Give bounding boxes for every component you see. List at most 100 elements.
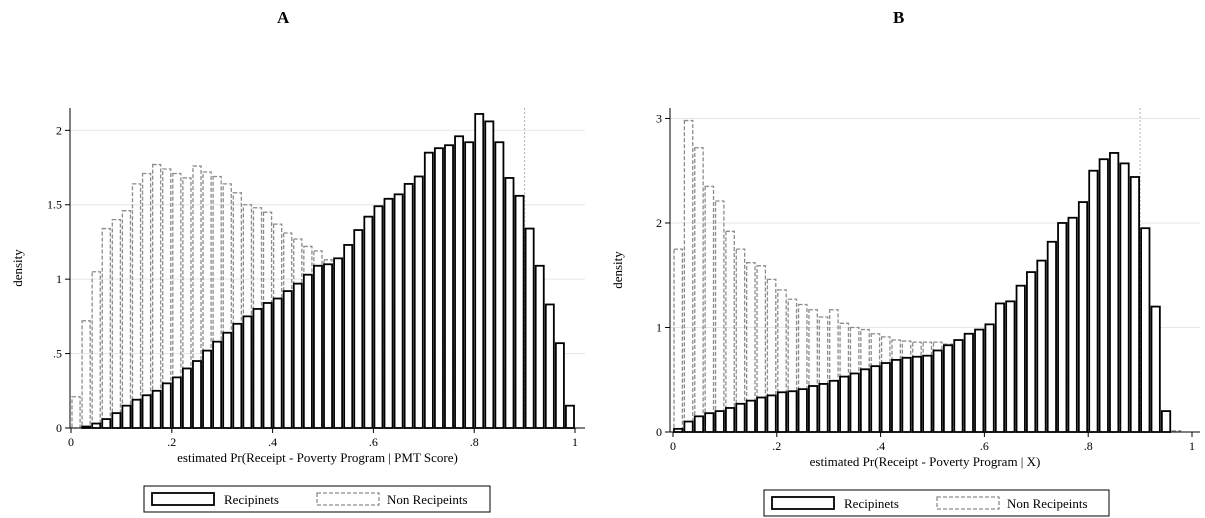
histogram-bar bbox=[1129, 176, 1140, 433]
histogram-bar bbox=[353, 229, 364, 429]
histogram-bar bbox=[725, 230, 735, 433]
x-tick-label: .6 bbox=[369, 435, 378, 449]
histogram-bar bbox=[891, 358, 902, 433]
histogram-bar bbox=[953, 339, 964, 433]
y-tick-label: 0 bbox=[656, 425, 662, 439]
y-tick-label: .5 bbox=[53, 347, 62, 361]
histogram-bar bbox=[1119, 162, 1130, 433]
histogram-bar bbox=[544, 303, 555, 429]
histogram-bar bbox=[714, 200, 725, 433]
histogram-bar bbox=[504, 177, 515, 429]
histogram-bar bbox=[1036, 259, 1047, 433]
histogram-bar bbox=[1140, 227, 1151, 433]
histogram-bar bbox=[433, 147, 444, 429]
histogram-bar bbox=[704, 412, 715, 433]
histogram-bar bbox=[272, 297, 283, 429]
histogram-bar bbox=[839, 375, 850, 433]
histogram-bar bbox=[694, 147, 704, 433]
histogram-bar bbox=[141, 394, 152, 429]
histogram-bar bbox=[859, 368, 871, 433]
histogram-bar bbox=[1046, 240, 1057, 433]
histogram-bar bbox=[756, 265, 767, 433]
y-tick-label: 1 bbox=[656, 320, 662, 334]
y-tick-label: 2 bbox=[56, 123, 62, 137]
y-tick-label: 3 bbox=[656, 111, 662, 125]
histogram-bar bbox=[1015, 284, 1026, 433]
histogram-bar bbox=[524, 227, 535, 429]
histogram-bar bbox=[91, 271, 101, 429]
y-axis-title: density bbox=[610, 251, 625, 289]
legend: Recipinets Non Recipeints bbox=[143, 485, 491, 513]
histogram-bar bbox=[714, 410, 725, 433]
histogram-bar bbox=[725, 407, 736, 433]
legend-label-non-recipients: Non Recipeints bbox=[387, 492, 468, 507]
x-tick-label: .4 bbox=[876, 439, 885, 453]
histogram-bar bbox=[984, 323, 995, 433]
histogram-bar bbox=[901, 356, 912, 433]
histogram-bar bbox=[192, 360, 202, 429]
x-tick-label: .2 bbox=[772, 439, 781, 453]
histogram-bar bbox=[766, 394, 777, 433]
y-tick-label: 1.5 bbox=[47, 198, 62, 212]
histogram-bar bbox=[423, 151, 434, 429]
histogram-bar bbox=[932, 349, 943, 433]
histogram-bar bbox=[818, 383, 829, 433]
histogram-bar bbox=[849, 372, 860, 433]
legend: Recipinets Non Recipeints bbox=[763, 489, 1110, 517]
legend-swatch-recipients bbox=[151, 492, 215, 506]
histogram-bar bbox=[787, 390, 798, 433]
histogram-bar bbox=[693, 415, 705, 433]
histogram-bar bbox=[151, 389, 162, 429]
histogram-bar bbox=[252, 308, 263, 429]
histogram-bar bbox=[71, 396, 81, 429]
x-tick-label: 1 bbox=[572, 435, 578, 449]
y-axis-title: density bbox=[10, 249, 25, 287]
histogram-bar bbox=[1098, 158, 1109, 433]
histogram-bar bbox=[81, 320, 91, 429]
histogram-bar bbox=[232, 322, 243, 429]
histogram-bar bbox=[963, 332, 974, 433]
histogram-bar bbox=[942, 344, 954, 433]
histogram-bar bbox=[735, 402, 746, 433]
histogram-bar bbox=[474, 113, 485, 429]
histogram-bar bbox=[974, 328, 985, 433]
histogram-bar bbox=[484, 120, 495, 429]
histogram-bar bbox=[880, 362, 891, 433]
legend-swatch-non-recipients bbox=[936, 496, 1000, 510]
histogram-chart-a: 0 .5 1 1.5 2 0 .2 .4 .6 .8 1 estimated Pr(Receipt -… bbox=[10, 108, 585, 513]
histogram-bar bbox=[202, 349, 213, 429]
legend-swatch-recipients bbox=[771, 496, 835, 510]
histogram-bar bbox=[393, 193, 404, 429]
histogram-bar bbox=[1026, 271, 1037, 433]
histogram-bar bbox=[745, 399, 756, 433]
histogram-bar bbox=[212, 340, 223, 429]
legend-swatch-non-recipients bbox=[316, 492, 380, 506]
histogram-bar bbox=[192, 165, 202, 429]
series-recipients bbox=[81, 113, 575, 429]
histogram-bar bbox=[413, 175, 424, 429]
x-tick-label: .4 bbox=[268, 435, 277, 449]
histogram-bar bbox=[808, 385, 819, 433]
x-tick-label: 0 bbox=[68, 435, 74, 449]
histogram-bar bbox=[683, 420, 694, 433]
x-axis-title: estimated Pr(Receipt - Poverty Program |… bbox=[810, 454, 1041, 469]
histogram-bar bbox=[1160, 410, 1172, 433]
histogram-bar bbox=[756, 396, 767, 433]
histogram-bar bbox=[994, 302, 1006, 433]
histogram-bar bbox=[121, 210, 132, 429]
histogram-bar bbox=[101, 227, 111, 429]
histogram-bar bbox=[131, 183, 142, 429]
histogram-bar bbox=[292, 282, 303, 429]
histogram-bar bbox=[181, 367, 192, 429]
histogram-bar bbox=[333, 257, 344, 429]
histogram-bar bbox=[171, 376, 182, 429]
x-axis-title: estimated Pr(Receipt - Poverty Program |… bbox=[177, 450, 458, 465]
histogram-bar bbox=[242, 315, 253, 429]
x-tick-label: 0 bbox=[670, 439, 676, 453]
histogram-bar bbox=[343, 244, 354, 429]
y-tick-label: 1 bbox=[56, 272, 62, 286]
histogram-bar bbox=[151, 163, 162, 429]
histogram-bar bbox=[454, 135, 465, 429]
legend-label-non-recipients: Non Recipeints bbox=[1007, 496, 1088, 511]
histogram-bar bbox=[514, 194, 525, 429]
